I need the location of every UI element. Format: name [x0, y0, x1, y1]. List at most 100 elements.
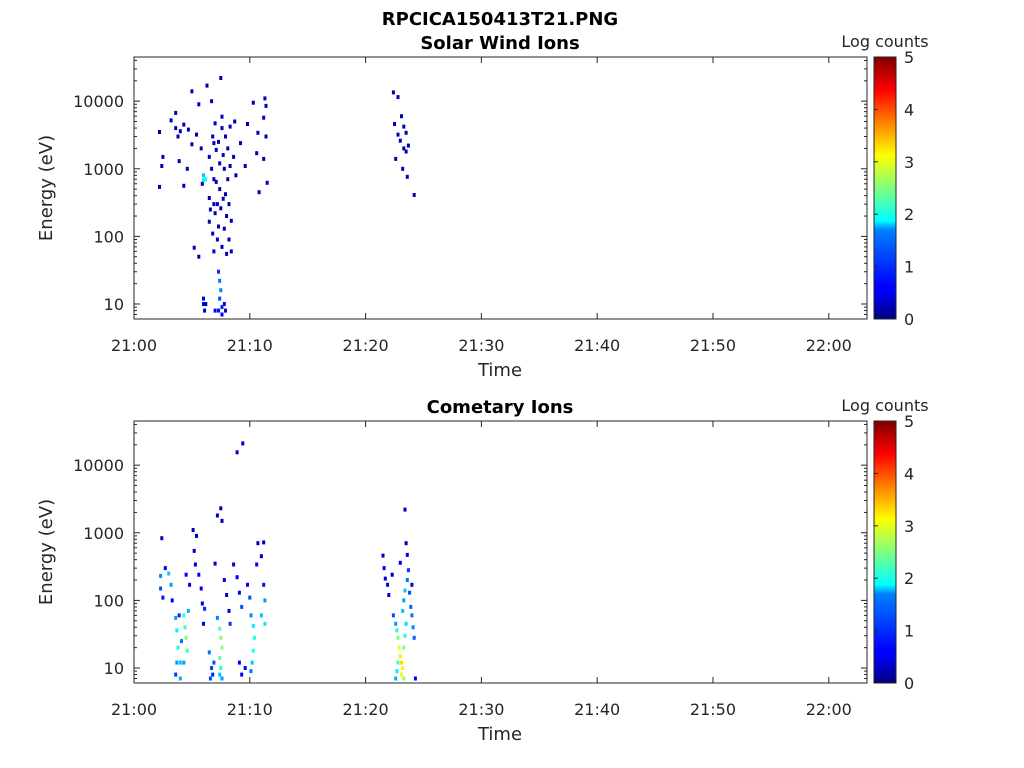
heatmap-cell — [177, 613, 181, 618]
heatmap-cell — [197, 572, 201, 577]
heatmap-cell — [263, 96, 267, 101]
heatmap-cell — [239, 141, 242, 146]
heatmap-cell — [237, 660, 241, 665]
plot-area — [133, 420, 868, 684]
heatmap-cell — [217, 224, 220, 229]
figure-title: RPCICA150413T21.PNG — [382, 9, 618, 30]
colorbar-gradient — [873, 56, 897, 320]
heatmap-cell — [212, 249, 216, 254]
heatmap-cell — [185, 166, 189, 171]
heatmap-cell — [217, 139, 220, 144]
heatmap-cell — [207, 219, 211, 224]
colorbar-ticks: 0 1 2 3 4 5 — [874, 412, 914, 693]
heatmap-cell — [398, 654, 402, 659]
heatmap-cell — [404, 541, 408, 546]
heatmap-cell — [160, 536, 164, 541]
heatmap-cell — [208, 207, 212, 212]
heatmap-cell — [205, 83, 209, 88]
heatmap-cell — [207, 196, 211, 200]
heatmap-cell — [220, 676, 224, 681]
heatmap-cell — [400, 672, 403, 677]
heatmap-cell — [401, 166, 405, 171]
heatmap-cell — [202, 178, 205, 183]
heatmap-cell — [262, 582, 266, 587]
heatmap-cell — [182, 613, 186, 618]
heatmap-cell — [213, 561, 217, 566]
heatmap-cell — [395, 669, 399, 674]
heatmap-cell — [190, 89, 194, 94]
x-tick-label: 21:10 — [227, 700, 273, 719]
heatmap-cell — [405, 552, 409, 557]
heatmap-cell — [394, 621, 398, 626]
heatmap-cell — [202, 621, 205, 626]
heatmap-cell — [240, 672, 244, 677]
heatmap-cell — [182, 122, 186, 127]
heatmap-cell — [199, 146, 203, 151]
heatmap-cell — [210, 166, 214, 171]
heatmap-cell — [174, 672, 178, 677]
heatmap-cell — [175, 628, 179, 633]
heatmap-cell — [405, 578, 409, 582]
heatmap-cell — [212, 141, 216, 146]
colorbar-tick-label: 4 — [904, 100, 914, 119]
heatmap-cell — [232, 154, 236, 159]
x-tick-label: 21:00 — [111, 700, 157, 719]
colorbar-tick-label: 1 — [904, 622, 914, 641]
heatmap-cell — [249, 669, 253, 674]
heatmap-cell — [224, 192, 227, 197]
heatmap-cell — [232, 562, 236, 567]
heatmap-cell — [398, 138, 402, 143]
heatmap-cell — [251, 648, 255, 653]
heatmap-cell — [222, 302, 226, 306]
colorbar-tick-label: 0 — [904, 674, 914, 693]
colorbar-label: Log counts — [841, 32, 928, 51]
heatmap-cell — [190, 142, 194, 147]
heatmap-cell — [227, 237, 231, 242]
heatmap-cell — [195, 533, 198, 538]
heatmap-cell — [183, 625, 187, 630]
heatmap-cell — [178, 660, 182, 665]
heatmap-cell — [218, 656, 222, 661]
heatmap-cell — [406, 568, 410, 573]
heatmap-cell — [262, 156, 266, 161]
heatmap-cell — [259, 613, 263, 618]
x-tick-label: 21:20 — [343, 700, 389, 719]
colorbar-label: Log counts — [841, 396, 928, 415]
heatmap-cell — [184, 572, 188, 577]
heatmap-cell — [211, 231, 215, 236]
heatmap-cell — [222, 578, 226, 582]
heatmap-cell — [202, 296, 205, 301]
heatmap-cell — [383, 576, 387, 581]
heatmap-cell — [219, 506, 223, 511]
heatmap-cell — [212, 202, 216, 207]
heatmap-cell — [219, 206, 223, 211]
heatmap-cell — [382, 566, 386, 571]
heatmap-cell — [227, 202, 231, 207]
heatmap-cell — [220, 126, 224, 131]
heatmap-cell — [176, 645, 180, 650]
panel-title: Cometary Ions — [427, 397, 574, 418]
heatmap-cell — [402, 146, 406, 151]
heatmap-cell — [400, 114, 403, 119]
heatmap-cell — [249, 613, 253, 618]
heatmap-cell — [169, 118, 173, 123]
heatmap-cell — [177, 159, 181, 164]
heatmap-cell — [233, 119, 237, 124]
x-tick-label: 21:30 — [458, 700, 504, 719]
heatmap-cell — [243, 666, 247, 670]
heatmap-cell — [402, 124, 406, 129]
x-tick-label: 21:50 — [690, 700, 736, 719]
colorbar-tick-label: 3 — [904, 153, 914, 172]
heatmap-cell — [222, 166, 226, 171]
heatmap-cell — [158, 130, 161, 134]
heatmap-cell — [229, 249, 233, 254]
heatmap-cell — [219, 76, 223, 80]
y-tick-label: 10 — [104, 659, 124, 678]
heatmap-cell — [402, 598, 406, 603]
heatmap-cell — [215, 615, 219, 620]
heatmap-cell — [214, 147, 218, 152]
heatmap-cell — [228, 164, 232, 168]
heatmap-cell — [394, 676, 398, 681]
